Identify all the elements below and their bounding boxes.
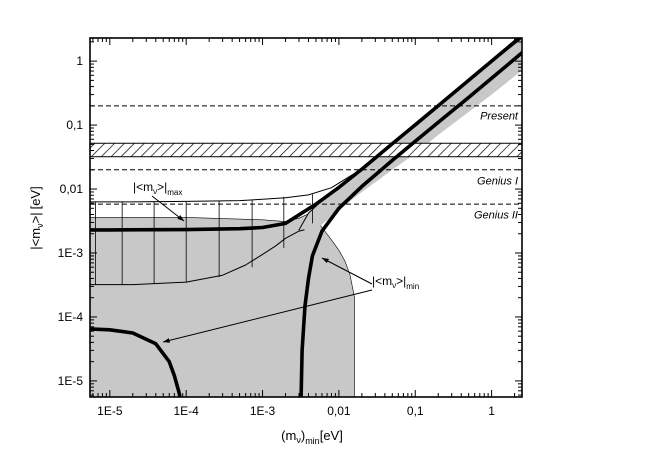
limit-label: Present xyxy=(480,111,519,123)
thin-curve xyxy=(90,229,305,286)
max-arrow-head xyxy=(177,215,184,221)
y-axis-title-unit: [eV] xyxy=(28,186,43,209)
min-label-sub: min xyxy=(406,282,419,291)
min-arrow-lower xyxy=(162,289,373,343)
annotation-layer: Present Genius I Genius II xyxy=(151,111,519,343)
x-axis-title-close: ) xyxy=(301,428,305,443)
x-tick-label: 1 xyxy=(488,404,495,418)
y-tick-label: 1E-3 xyxy=(58,246,84,260)
max-label-open: |<m xyxy=(133,180,153,194)
y-axis-title-open: |<m xyxy=(28,228,43,250)
limit-label: Genius II xyxy=(474,209,518,221)
y-tick-label: 1E-5 xyxy=(58,374,84,388)
thick-curve xyxy=(90,327,182,397)
gray-region xyxy=(90,213,355,397)
x-tick-label: 1E-5 xyxy=(97,404,123,418)
x-tick-label: 1E-3 xyxy=(250,404,276,418)
min-arrow-lower-head xyxy=(163,338,170,343)
x-tick-label: 1E-4 xyxy=(174,404,200,418)
x-tick-label: 0,1 xyxy=(407,404,424,418)
plot-area xyxy=(90,38,522,397)
min-label-sub-nu: ν xyxy=(392,281,396,290)
x-axis-title-sub-nu: ν xyxy=(296,435,301,445)
max-label-close: >| xyxy=(157,180,167,194)
max-label-sub: max xyxy=(167,188,182,197)
min-arrow-upper xyxy=(321,257,373,285)
hatched-band xyxy=(90,142,522,158)
y-tick-label: 1E-4 xyxy=(58,310,84,324)
y-axis-title-sub-nu: ν xyxy=(35,223,45,228)
min-arrow-upper-head xyxy=(322,258,329,264)
x-axis-title-main: (m xyxy=(281,428,296,443)
max-label-sub-nu: ν xyxy=(153,187,157,196)
x-axis-title: (mν)min[eV] xyxy=(281,428,343,446)
plot-frame xyxy=(89,37,523,398)
axes: 1E-5 1E-4 1E-3 0,01 0,1 1 1E-5 1E-4 1E-3 0,01 0,1 1 xyxy=(58,38,522,418)
max-label: |<mν>|max xyxy=(133,180,182,197)
y-axis-title: |<mν>| [eV] xyxy=(28,186,45,249)
y-tick-label: 1 xyxy=(76,54,83,68)
x-axis-title-unit: [eV] xyxy=(320,428,343,443)
x-tick-label: 0,01 xyxy=(327,404,351,418)
min-label-close: >| xyxy=(396,274,406,288)
limit-label: Genius I xyxy=(477,176,518,188)
max-arrow xyxy=(151,195,185,222)
thick-curve xyxy=(90,38,522,232)
y-tick-label: 0,1 xyxy=(66,118,83,132)
min-label: |<mν>|min xyxy=(372,274,419,291)
min-label-open: |<m xyxy=(372,274,392,288)
x-axis-title-sub-min: min xyxy=(305,436,320,446)
y-tick-label: 0,01 xyxy=(60,182,84,196)
thin-curve xyxy=(298,38,522,231)
thick-curve xyxy=(299,50,522,397)
y-axis-title-close: >| xyxy=(28,212,43,223)
